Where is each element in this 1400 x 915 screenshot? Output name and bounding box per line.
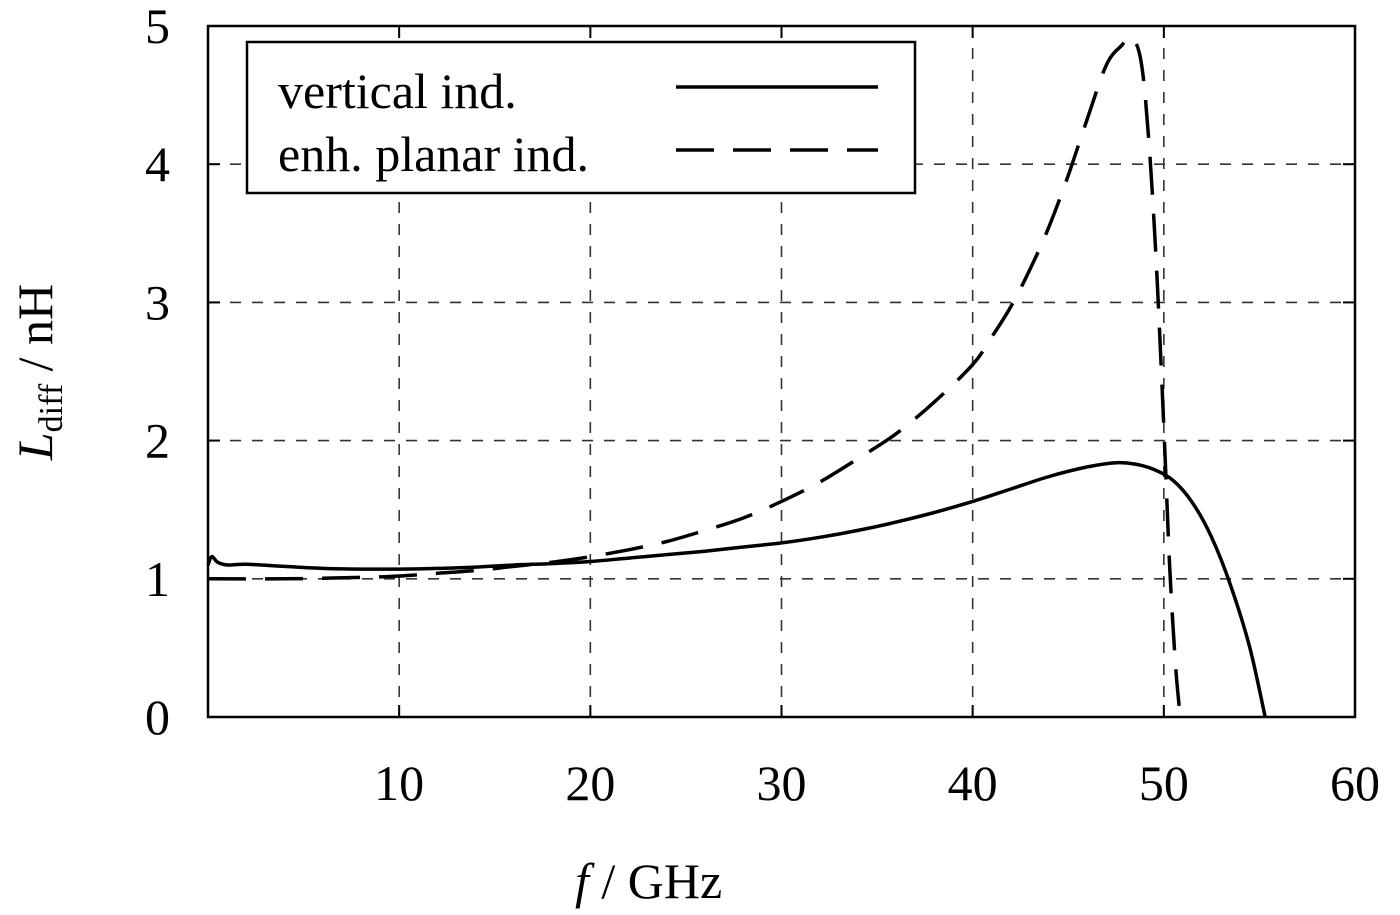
y-tick-label: 3	[145, 274, 170, 330]
legend-label-planar: enh. planar ind.	[278, 126, 589, 182]
y-axis-subscript: diff	[33, 383, 70, 432]
y-axis-tick-labels: 0 1 2 3 4 5	[145, 0, 170, 745]
y-axis-symbol: L	[7, 432, 63, 461]
y-tick-label: 4	[145, 136, 170, 192]
x-tick-label: 40	[948, 755, 998, 811]
y-axis-label: Ldiff / nH	[7, 284, 70, 461]
legend: vertical ind. enh. planar ind.	[245, 40, 917, 195]
axis-ticks	[208, 26, 1355, 717]
y-tick-label: 1	[145, 551, 170, 607]
y-tick-label: 5	[145, 0, 170, 54]
svg-text:Ldiff / nH: Ldiff / nH	[7, 284, 70, 461]
x-tick-label: 50	[1139, 755, 1189, 811]
legend-label-vertical: vertical ind.	[278, 63, 517, 119]
x-axis-tick-labels: 10 20 30 40 50 60	[374, 755, 1380, 811]
x-axis-unit: / GHz	[589, 853, 722, 909]
y-axis-unit: / nH	[7, 284, 63, 384]
x-tick-label: 20	[565, 755, 615, 811]
series-line-vertical-ind	[206, 460, 1267, 718]
x-tick-label: 30	[757, 755, 807, 811]
x-tick-label: 60	[1330, 755, 1380, 811]
x-axis-label: f / GHz	[575, 853, 722, 909]
x-tick-label: 10	[374, 755, 424, 811]
legend-box	[245, 40, 917, 195]
y-tick-label: 0	[145, 689, 170, 745]
data-series	[206, 34, 1267, 718]
svg-text:f / GHz: f / GHz	[575, 853, 722, 909]
y-tick-label: 2	[145, 413, 170, 469]
series-line-enh-planar-ind	[207, 34, 1181, 707]
